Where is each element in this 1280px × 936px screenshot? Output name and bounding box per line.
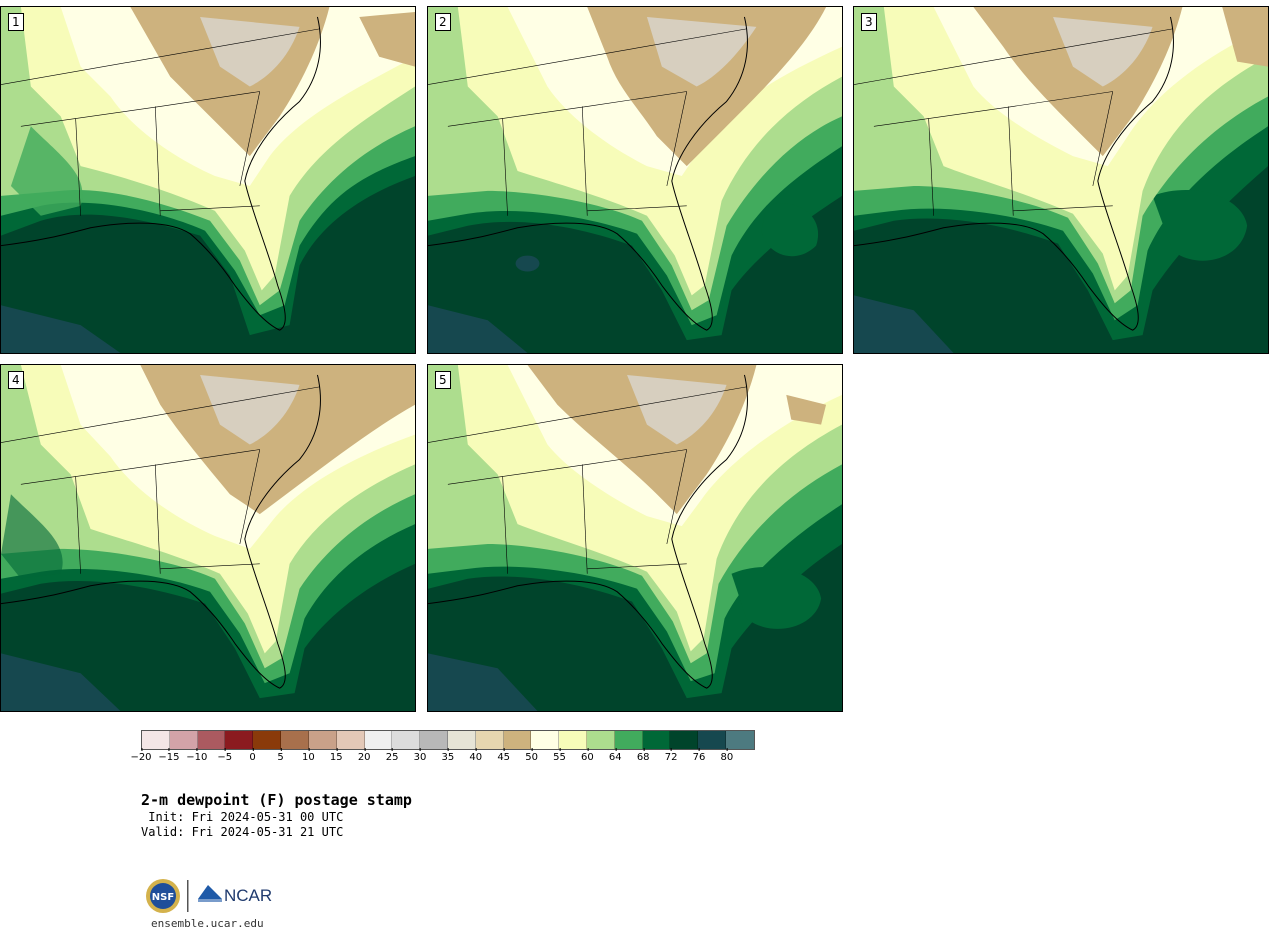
colorbar-swatch xyxy=(587,731,615,749)
plot-title: 2-m dewpoint (F) postage stamp xyxy=(141,791,412,809)
colorbar-swatch xyxy=(698,731,727,749)
panel-label: 1 xyxy=(8,13,24,31)
colorbar-swatch xyxy=(614,731,643,749)
colorbar xyxy=(141,730,755,750)
colorbar-tick-label: 50 xyxy=(525,748,538,763)
dewpoint-map xyxy=(854,7,1268,353)
colorbar-swatch xyxy=(308,731,337,749)
colorbar-tick-label: 10 xyxy=(302,748,315,763)
dewpoint-map xyxy=(1,7,415,353)
colorbar-swatch xyxy=(447,731,476,749)
colorbar-swatch xyxy=(503,731,532,749)
nsf-ncar-logo: NSF NCAR xyxy=(146,879,272,913)
colorbar-tick-label: 55 xyxy=(553,748,566,763)
colorbar-swatch xyxy=(531,731,560,749)
colorbar-tick-label: 68 xyxy=(636,748,650,763)
panel-label: 2 xyxy=(435,13,451,31)
colorbar-swatch xyxy=(169,731,198,749)
colorbar-swatch xyxy=(197,731,226,749)
colorbar-tick-label: 45 xyxy=(497,748,511,763)
colorbar-tick-label: 40 xyxy=(469,748,483,763)
colorbar-tick-label: 64 xyxy=(608,748,622,763)
map-panel-5: 5 xyxy=(427,364,843,712)
map-panel-1: 1 xyxy=(0,6,416,354)
panel-label: 5 xyxy=(435,371,451,389)
colorbar-swatch xyxy=(670,731,699,749)
colorbar-swatch xyxy=(281,731,309,749)
colorbar-swatch xyxy=(225,731,254,749)
colorbar-swatch xyxy=(142,731,170,749)
map-panel-2: 2 xyxy=(427,6,843,354)
svg-text:NCAR: NCAR xyxy=(224,886,272,905)
dewpoint-map xyxy=(428,365,842,711)
colorbar-tick-label: 15 xyxy=(329,748,343,763)
map-panel-3: 3 xyxy=(853,6,1269,354)
colorbar-tick-label: 76 xyxy=(692,748,706,763)
colorbar-tick-label: −20 xyxy=(130,748,152,763)
colorbar-tick-label: 35 xyxy=(441,748,455,763)
valid-time: Valid: Fri 2024-05-31 21 UTC xyxy=(141,825,344,839)
colorbar-swatch xyxy=(420,731,448,749)
colorbar-tick-label: 60 xyxy=(581,748,594,763)
colorbar-tick-label: 30 xyxy=(413,748,427,763)
init-time: Init: Fri 2024-05-31 00 UTC xyxy=(141,810,344,824)
logos: NSF NCAR xyxy=(145,877,275,917)
dewpoint-map xyxy=(428,7,842,353)
website-url: ensemble.ucar.edu xyxy=(151,917,264,930)
svg-text:NSF: NSF xyxy=(152,892,174,903)
colorbar-tick-label: 80 xyxy=(720,748,734,763)
colorbar-swatch xyxy=(364,731,393,749)
colorbar-swatch xyxy=(726,731,754,749)
colorbar-tick-label: 25 xyxy=(385,748,399,763)
colorbar-swatch xyxy=(253,731,282,749)
ncar-logo-icon: NCAR xyxy=(198,885,272,905)
colorbar-swatch xyxy=(392,731,421,749)
colorbar-tick-label: 72 xyxy=(664,748,678,763)
colorbar-tick-label: 20 xyxy=(357,748,371,763)
panel-label: 4 xyxy=(8,371,24,389)
dewpoint-map xyxy=(1,365,415,711)
nsf-logo-icon: NSF xyxy=(146,879,180,913)
colorbar-swatch xyxy=(559,731,587,749)
colorbar-tick-label: 0 xyxy=(249,748,256,763)
panel-label: 3 xyxy=(861,13,877,31)
colorbar-swatch xyxy=(336,731,365,749)
colorbar-tick-label: 5 xyxy=(277,748,284,763)
colorbar-tick-label: −5 xyxy=(217,748,233,763)
colorbar-tick-label: −10 xyxy=(186,748,208,763)
colorbar-swatch xyxy=(475,731,504,749)
map-panel-4: 4 xyxy=(0,364,416,712)
colorbar-ticks: −20 −15 −10 −5 0 5 10 15 20 25 30 35 40 45 50 55 60 64 68 7… xyxy=(130,748,761,766)
colorbar-swatch xyxy=(642,731,671,749)
colorbar-tick-label: −15 xyxy=(158,748,180,763)
